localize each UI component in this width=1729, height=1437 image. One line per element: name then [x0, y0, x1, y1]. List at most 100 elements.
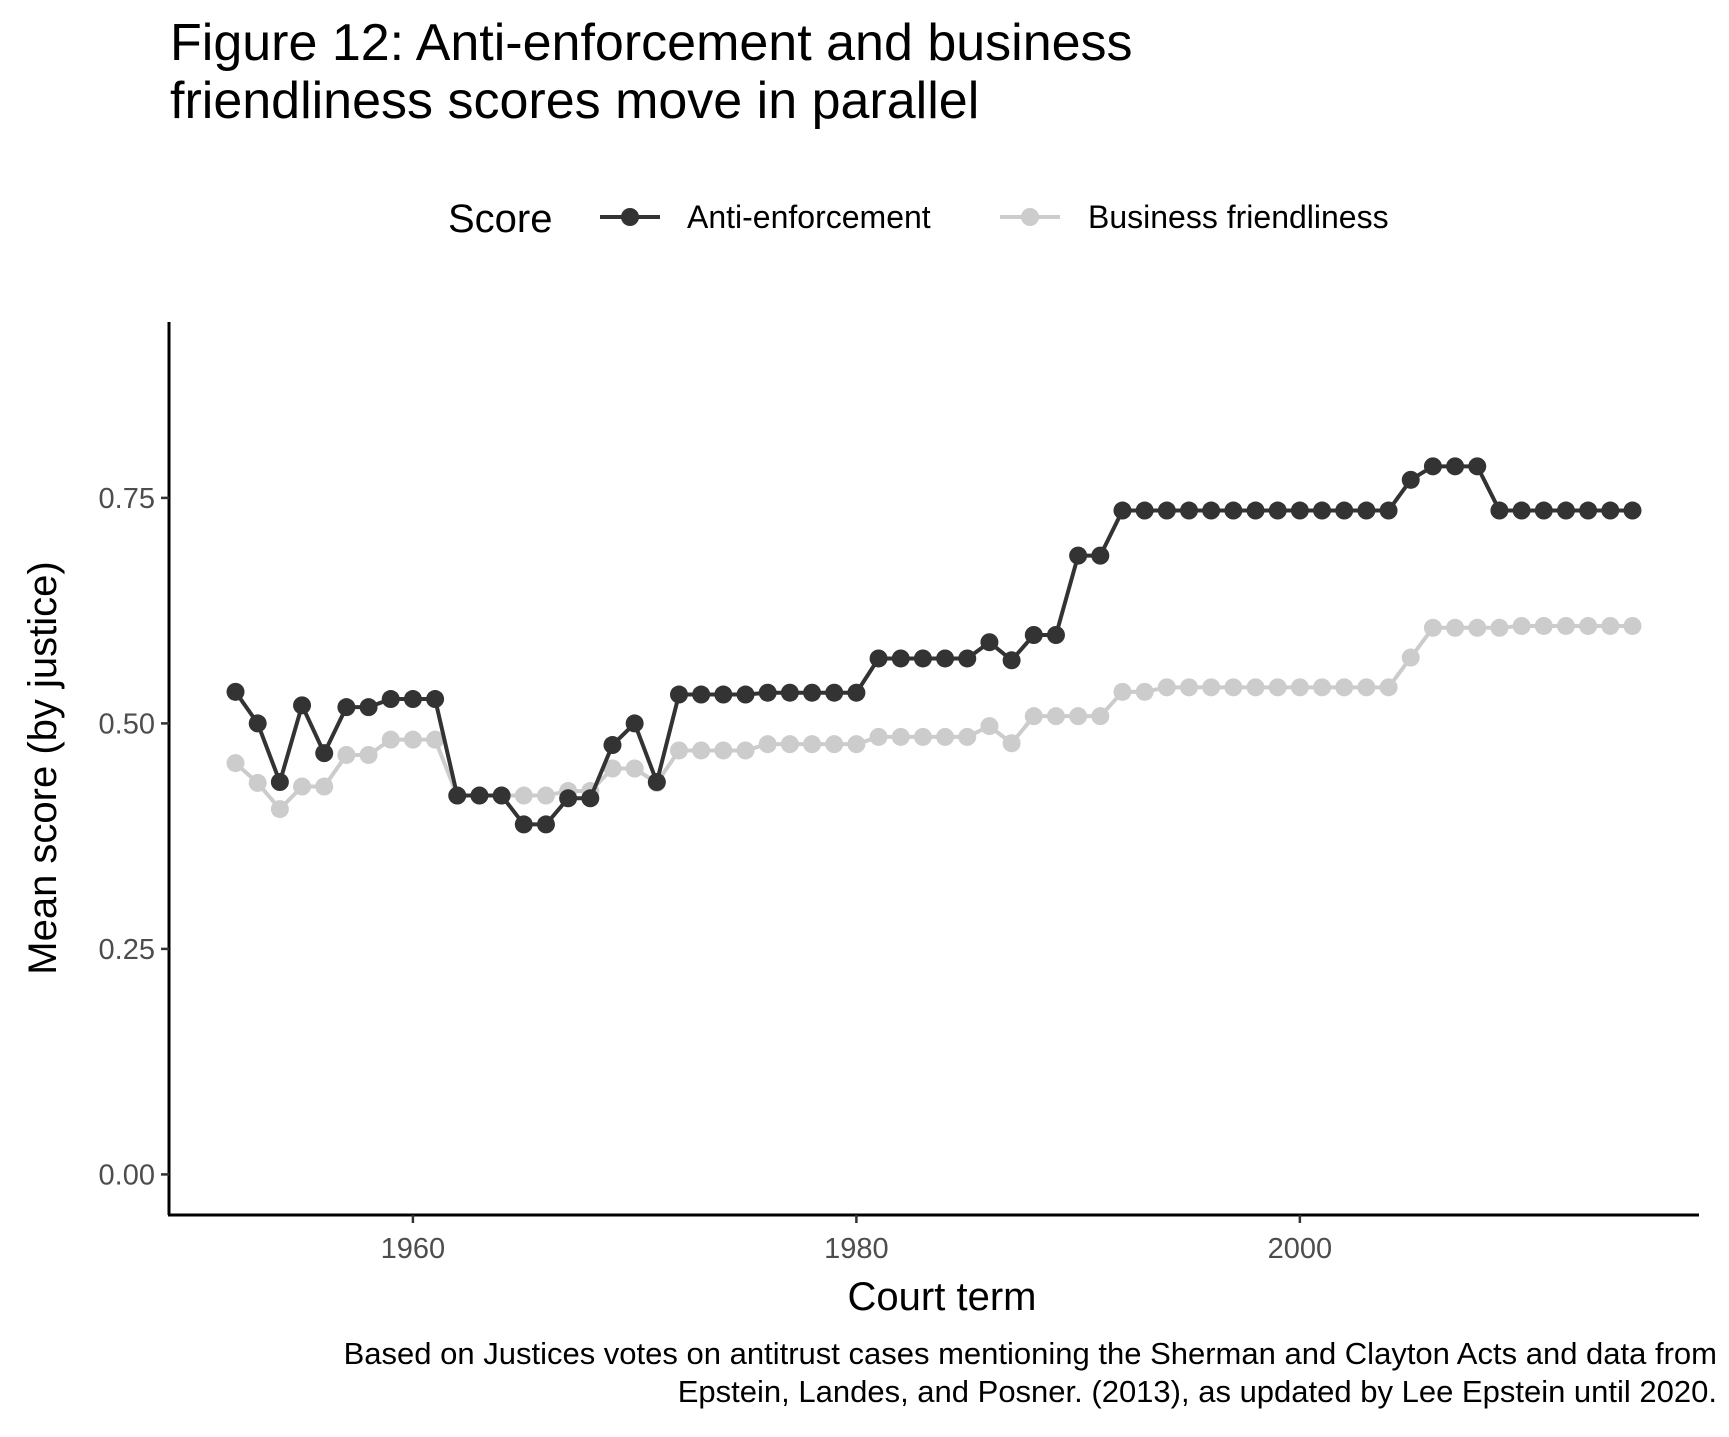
data-point-business-friendliness	[1113, 682, 1132, 701]
data-point-anti-enforcement	[980, 633, 999, 652]
data-point-business-friendliness	[913, 727, 932, 746]
data-point-business-friendliness	[958, 727, 977, 746]
data-point-business-friendliness	[603, 759, 622, 778]
data-point-anti-enforcement	[448, 786, 467, 805]
series-line-anti-enforcement	[233, 464, 1633, 827]
data-point-anti-enforcement	[337, 698, 356, 717]
caption-line-1: Based on Justices votes on antitrust cas…	[343, 1336, 1717, 1371]
data-point-anti-enforcement	[514, 815, 533, 834]
data-point-anti-enforcement	[1379, 501, 1398, 520]
data-point-anti-enforcement	[470, 786, 489, 805]
data-point-business-friendliness	[980, 717, 999, 736]
data-point-anti-enforcement	[1113, 501, 1132, 520]
series-layer	[226, 457, 1642, 834]
data-point-business-friendliness	[426, 730, 445, 749]
data-point-business-friendliness	[869, 727, 888, 746]
data-point-business-friendliness	[1490, 618, 1509, 637]
data-point-business-friendliness	[1246, 678, 1265, 697]
data-point-business-friendliness	[1290, 678, 1309, 697]
series-anti-enforcement	[226, 457, 1642, 834]
x-axis-title: Court term	[848, 1275, 1037, 1319]
data-point-business-friendliness	[1024, 707, 1043, 726]
data-point-anti-enforcement	[1246, 501, 1265, 520]
y-axis-title: Mean score (by justice)	[21, 561, 65, 974]
data-point-anti-enforcement	[714, 685, 733, 704]
data-point-business-friendliness	[1046, 707, 1065, 726]
data-point-business-friendliness	[359, 745, 378, 764]
data-point-business-friendliness	[270, 800, 289, 819]
legend-key-point-business-friendliness	[1021, 208, 1039, 226]
data-point-anti-enforcement	[1335, 501, 1354, 520]
data-point-anti-enforcement	[1579, 501, 1598, 520]
data-point-anti-enforcement	[1046, 626, 1065, 645]
data-point-anti-enforcement	[1069, 546, 1088, 565]
data-point-business-friendliness	[293, 777, 312, 796]
data-point-business-friendliness	[1268, 678, 1287, 697]
data-point-business-friendliness	[1357, 678, 1376, 697]
data-point-business-friendliness	[1468, 618, 1487, 637]
data-point-anti-enforcement	[248, 714, 267, 733]
y-tick-label: 0.00	[99, 1159, 155, 1191]
data-point-anti-enforcement	[1313, 501, 1332, 520]
data-point-business-friendliness	[1579, 616, 1598, 635]
data-point-anti-enforcement	[1202, 501, 1221, 520]
data-point-anti-enforcement	[780, 683, 799, 702]
chart-title: Figure 12: Anti-enforcement and business…	[170, 14, 1133, 130]
data-point-anti-enforcement	[1157, 501, 1176, 520]
data-point-anti-enforcement	[825, 683, 844, 702]
data-point-anti-enforcement	[1601, 501, 1620, 520]
data-point-anti-enforcement	[536, 815, 555, 834]
data-point-anti-enforcement	[1091, 546, 1110, 565]
data-point-anti-enforcement	[1290, 501, 1309, 520]
data-point-business-friendliness	[1313, 678, 1332, 697]
x-axis-ticks: 1960 1980 2000	[381, 1215, 1332, 1265]
data-point-business-friendliness	[1623, 616, 1642, 635]
data-point-anti-enforcement	[647, 773, 666, 792]
data-point-anti-enforcement	[1423, 457, 1442, 476]
data-point-anti-enforcement	[1490, 501, 1509, 520]
data-point-business-friendliness	[692, 741, 711, 760]
data-point-anti-enforcement	[670, 685, 688, 704]
data-point-business-friendliness	[381, 730, 400, 749]
data-point-anti-enforcement	[1623, 501, 1642, 520]
data-point-anti-enforcement	[1556, 501, 1575, 520]
legend-item-anti-enforcement: Anti-enforcement	[600, 199, 931, 235]
x-tick-label: 2000	[1268, 1233, 1333, 1265]
data-point-anti-enforcement	[559, 789, 578, 808]
data-point-business-friendliness	[936, 727, 955, 746]
data-point-business-friendliness	[825, 735, 844, 754]
data-point-business-friendliness	[1135, 682, 1154, 701]
data-point-anti-enforcement	[936, 649, 955, 668]
data-point-business-friendliness	[337, 745, 356, 764]
data-point-business-friendliness	[403, 730, 422, 749]
caption-line-2: Epstein, Landes, and Posner. (2013), as …	[677, 1374, 1717, 1409]
data-point-anti-enforcement	[603, 736, 622, 755]
data-point-anti-enforcement	[1468, 457, 1487, 476]
legend-item-business-friendliness: Business friendliness	[1000, 199, 1389, 235]
data-point-business-friendliness	[1069, 707, 1088, 726]
data-point-anti-enforcement	[913, 649, 932, 668]
y-axis-ticks: 0.00 0.25 0.50 0.75	[99, 483, 169, 1191]
data-point-business-friendliness	[1601, 616, 1620, 635]
data-point-anti-enforcement	[426, 690, 445, 709]
data-point-business-friendliness	[536, 786, 555, 805]
legend-title: Score	[448, 197, 553, 241]
data-point-anti-enforcement	[758, 683, 777, 702]
data-point-anti-enforcement	[492, 786, 511, 805]
y-tick-label: 0.75	[99, 483, 155, 515]
data-point-business-friendliness	[514, 786, 533, 805]
data-point-business-friendliness	[1512, 616, 1531, 635]
x-tick-label: 1960	[381, 1233, 446, 1265]
data-point-anti-enforcement	[315, 744, 334, 763]
data-point-anti-enforcement	[869, 649, 888, 668]
data-point-business-friendliness	[1224, 678, 1243, 697]
data-point-business-friendliness	[1157, 678, 1176, 697]
legend-key-point-anti-enforcement	[621, 208, 639, 226]
line-chart: 0.00 0.25 0.50 0.75 1960 1980 2000 Court term…	[21, 322, 1699, 1319]
data-point-business-friendliness	[847, 735, 866, 754]
data-point-business-friendliness	[670, 741, 688, 760]
legend-label-business-friendliness: Business friendliness	[1088, 199, 1389, 235]
data-point-anti-enforcement	[1135, 501, 1154, 520]
data-point-anti-enforcement	[958, 649, 977, 668]
chart-title-line-1: Figure 12: Anti-enforcement and business	[170, 14, 1133, 72]
